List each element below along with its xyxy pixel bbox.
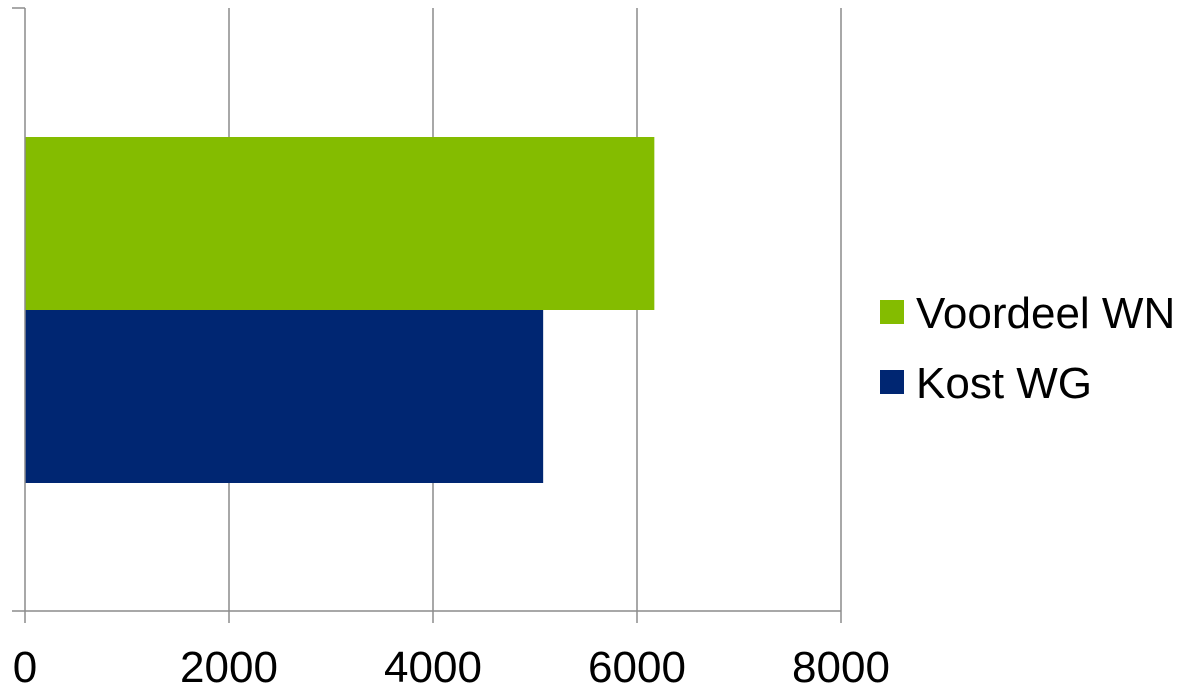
- legend-label: Voordeel WN: [916, 289, 1175, 338]
- x-tick-labels: 0 2000 4000 6000 8000: [13, 643, 890, 691]
- legend-label: Kost WG: [916, 359, 1092, 408]
- bar: [25, 310, 544, 483]
- bars: [25, 137, 655, 483]
- bar: [25, 137, 655, 310]
- legend-swatch: [880, 300, 904, 324]
- legend-swatch: [880, 370, 904, 394]
- axes: [12, 7, 842, 623]
- x-tick-label: 2000: [180, 643, 278, 691]
- x-tick-label: 0: [13, 643, 37, 691]
- legend: Voordeel WN Kost WG: [880, 289, 1175, 408]
- x-tick-label: 8000: [792, 643, 890, 691]
- x-tick-label: 6000: [588, 643, 686, 691]
- x-tick-label: 4000: [384, 643, 482, 691]
